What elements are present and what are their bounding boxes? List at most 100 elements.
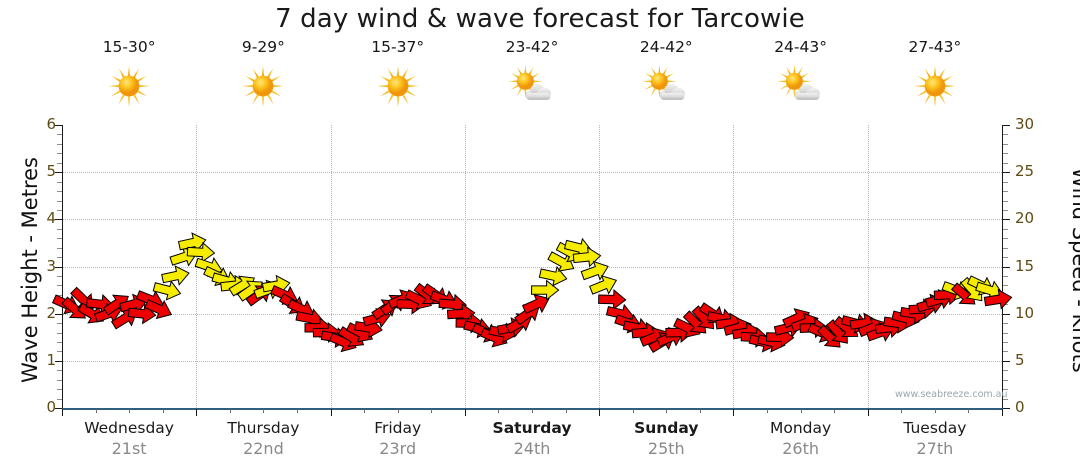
gridline-horizontal (63, 219, 1002, 221)
partly-cloudy-icon (734, 60, 868, 116)
bottom-axis-minor-tick (565, 409, 567, 413)
bottom-axis-minor-tick (834, 409, 836, 413)
bottom-axis-tick (599, 409, 601, 416)
day-date: 23rd (379, 439, 417, 458)
right-axis-tick (1003, 266, 1010, 268)
day-footer-6: Tuesday 27th (868, 418, 1002, 460)
left-axis-minor-tick (57, 247, 62, 249)
day-date: 24th (513, 439, 551, 458)
right-axis-minor-tick (1003, 181, 1008, 183)
bottom-axis-minor-tick (901, 409, 903, 413)
right-axis-line (1002, 125, 1003, 409)
temperature-range: 24-43° (774, 38, 827, 56)
bottom-axis-line (62, 408, 1003, 410)
right-axis-minor-tick (1003, 153, 1008, 155)
left-axis-tick-label: 6 (46, 115, 56, 133)
day-date: 21st (111, 439, 147, 458)
bottom-axis-minor-tick (934, 409, 936, 413)
bottom-axis-minor-tick (800, 409, 802, 413)
right-axis-tick-label: 5 (1015, 350, 1025, 369)
left-axis-line (62, 125, 63, 409)
gridline-horizontal (63, 360, 1002, 362)
left-axis-minor-tick (57, 389, 62, 391)
day-date: 25th (647, 439, 685, 458)
day-header-1: 9-29° (196, 38, 330, 116)
day-name: Friday (374, 419, 422, 437)
bottom-axis-minor-tick (632, 409, 634, 413)
temperature-range: 24-42° (639, 38, 693, 56)
sunny-icon (868, 60, 1002, 116)
left-axis-minor-tick (57, 370, 62, 372)
bottom-axis-minor-tick (666, 409, 668, 413)
left-axis-tick (55, 360, 62, 362)
bottom-axis-tick (330, 409, 332, 416)
day-header-4: 24-42° (599, 38, 733, 116)
right-axis-title: Wind Speed - Knots (1068, 167, 1080, 373)
right-axis-tick-label: 15 (1015, 256, 1035, 275)
right-axis-tick-label: 20 (1015, 209, 1035, 228)
bottom-axis-minor-tick (229, 409, 231, 413)
day-name: Tuesday (903, 419, 967, 437)
right-axis-tick (1003, 360, 1010, 362)
left-axis-minor-tick (57, 200, 62, 202)
left-axis-minor-tick (57, 228, 62, 230)
left-axis-minor-tick (57, 351, 62, 353)
bottom-axis-tick (867, 409, 869, 416)
right-axis-minor-tick (1003, 143, 1008, 145)
bottom-axis-minor-tick (95, 409, 97, 413)
bottom-axis-tick (196, 409, 198, 416)
left-axis-tick (55, 313, 62, 315)
partly-cloudy-icon (465, 60, 599, 116)
day-footer-4: Sunday 25th (599, 418, 733, 460)
left-axis-minor-tick (57, 275, 62, 277)
right-axis-minor-tick (1003, 342, 1008, 343)
right-axis-minor-tick (1003, 332, 1008, 334)
day-header-2: 15-37° (331, 38, 465, 116)
day-footer-0: Wednesday 21st (62, 418, 196, 460)
bottom-axis-minor-tick (263, 409, 265, 413)
left-axis-minor-tick (57, 294, 62, 296)
bottom-axis-minor-tick (364, 409, 366, 413)
left-axis-minor-tick (57, 323, 62, 325)
left-axis-tick (55, 172, 62, 174)
right-axis-minor-tick (1003, 228, 1008, 230)
right-axis-minor-tick (1003, 370, 1008, 372)
right-axis-minor-tick (1003, 351, 1008, 353)
right-axis-minor-tick (1003, 200, 1008, 202)
day-header-0: 15-30° (62, 38, 196, 116)
left-axis-tick (55, 408, 62, 409)
right-axis-minor-tick (1003, 323, 1008, 325)
left-axis-tick-label: 1 (46, 350, 56, 369)
right-axis-tick-label: 0 (1015, 398, 1025, 416)
sunny-icon (196, 60, 330, 116)
left-axis-minor-tick (57, 257, 62, 259)
right-axis-tick-label: 30 (1015, 115, 1035, 133)
left-axis-tick (55, 266, 62, 268)
right-axis-minor-tick (1003, 191, 1008, 192)
right-axis-minor-tick (1003, 238, 1008, 240)
right-axis-minor-tick (1003, 379, 1008, 381)
right-axis-tick-label: 10 (1015, 303, 1035, 322)
day-name: Sunday (634, 419, 699, 437)
right-axis-minor-tick (1003, 247, 1008, 249)
bottom-axis-minor-tick (498, 409, 500, 413)
bottom-axis-minor-tick (431, 409, 433, 413)
left-axis-tick-label: 4 (46, 209, 56, 228)
bottom-axis-minor-tick (767, 409, 768, 413)
watermark: www.seabreeze.com.au (895, 389, 1008, 400)
day-name: Saturday (492, 419, 572, 437)
left-axis-minor-tick (57, 379, 62, 381)
left-axis-minor-tick (57, 153, 62, 155)
right-axis-minor-tick (1003, 162, 1008, 164)
bottom-axis-tick (464, 409, 466, 416)
left-axis-minor-tick (57, 181, 62, 183)
day-name: Wednesday (84, 419, 174, 437)
day-date: 22nd (243, 439, 284, 458)
day-header-5: 24-43° (734, 38, 868, 116)
left-axis-tick-label: 5 (46, 162, 56, 181)
left-axis-minor-tick (57, 342, 62, 343)
gridline-vertical (867, 125, 869, 408)
day-date: 26th (782, 439, 819, 458)
page-title: 7 day wind & wave forecast for Tarcowie (275, 4, 805, 34)
